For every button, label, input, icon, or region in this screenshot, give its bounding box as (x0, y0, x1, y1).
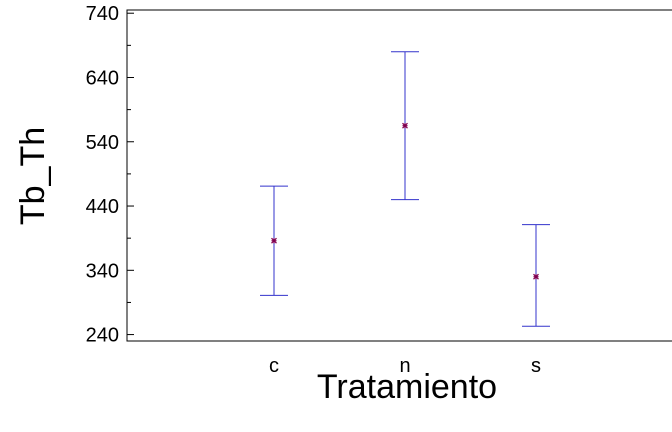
y-tick-label: 440 (86, 196, 119, 218)
x-tick-label: n (399, 355, 410, 377)
y-tick-label: 540 (86, 132, 119, 154)
mean-marker-s (533, 273, 539, 280)
y-tick-label: 740 (86, 3, 119, 25)
error-bar-series (260, 51, 550, 327)
plot-frame (126, 9, 672, 342)
y-axis-title: Tb_Th (14, 127, 52, 225)
y-tick-label: 640 (86, 67, 119, 89)
y-tick-label: 240 (86, 325, 119, 347)
x-axis-title: Tratamiento (317, 368, 497, 406)
mean-marker-n (402, 122, 408, 129)
x-tick-label: s (531, 355, 541, 377)
mean-marker-c (271, 237, 277, 244)
y-tick-label: 340 (86, 260, 119, 282)
x-tick-label: c (269, 355, 279, 377)
y-axis: 240 340 440 540 640 740 (86, 3, 134, 347)
